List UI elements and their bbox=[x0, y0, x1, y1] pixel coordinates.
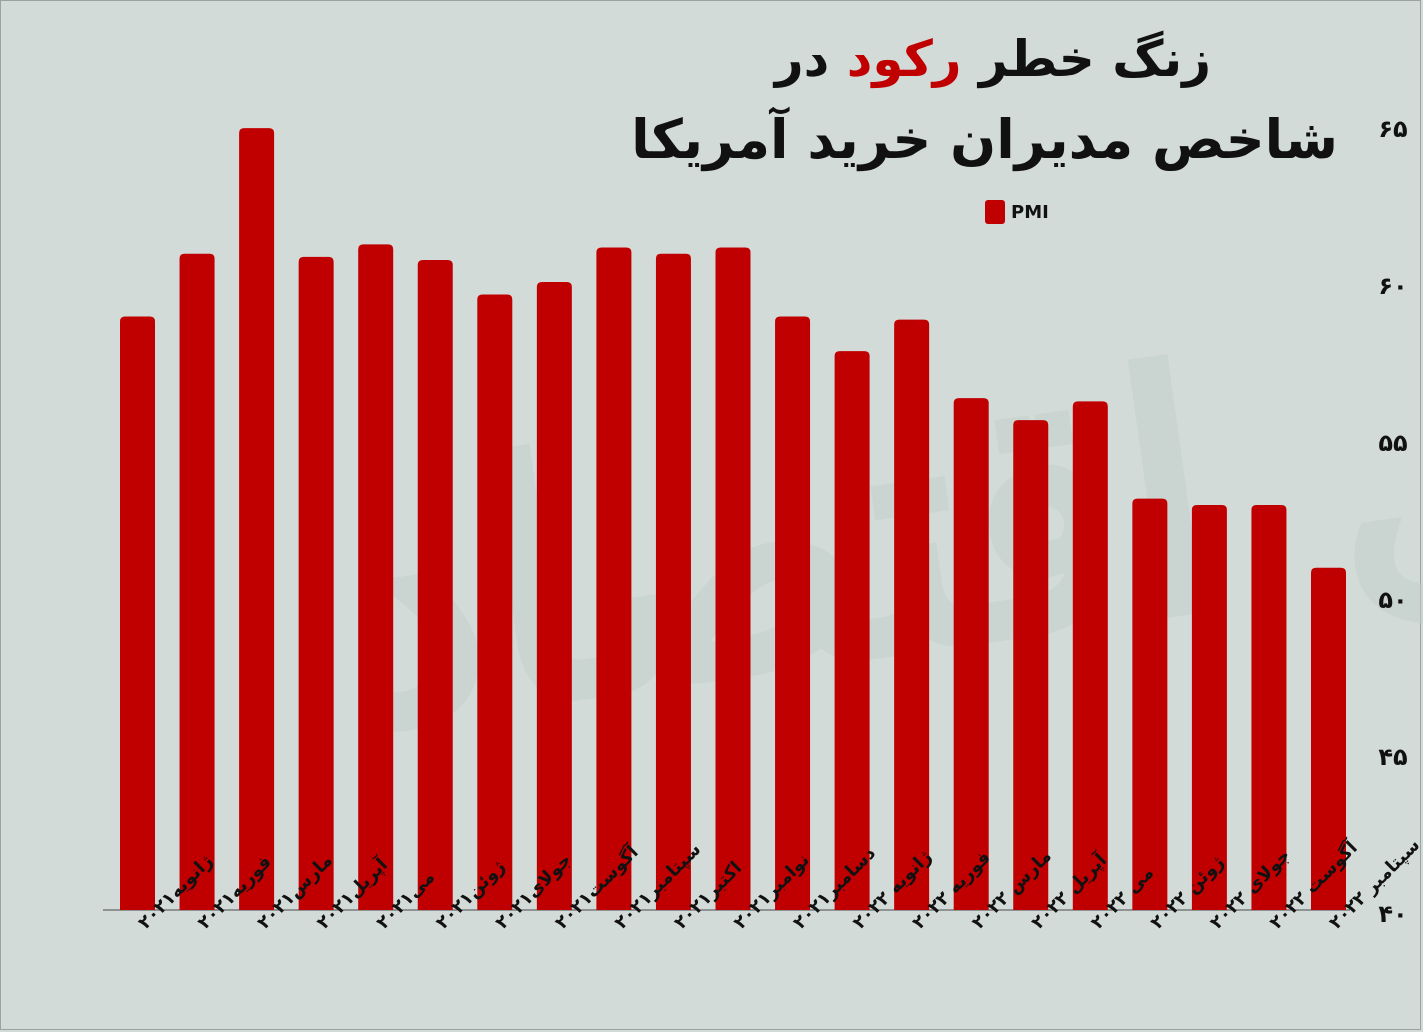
bar bbox=[1311, 567, 1346, 910]
bar bbox=[715, 247, 751, 910]
y-tick-label: ۵۰ bbox=[1378, 586, 1407, 614]
bar bbox=[1132, 498, 1168, 910]
bar bbox=[120, 316, 155, 910]
bar bbox=[536, 282, 572, 910]
y-tick-label: ۴۰ bbox=[1378, 900, 1407, 928]
title-accent-word: رکود bbox=[846, 30, 962, 88]
bar bbox=[834, 351, 870, 911]
y-tick-label: ۴۵ bbox=[1378, 743, 1407, 771]
chart-title-line2: شاخص مدیران خرید آمریکا bbox=[631, 108, 1338, 171]
bar bbox=[655, 253, 691, 911]
legend-swatch bbox=[985, 200, 1005, 224]
bar bbox=[358, 244, 394, 910]
bar bbox=[239, 128, 275, 910]
bar bbox=[1251, 504, 1287, 910]
y-tick-label: ۵۵ bbox=[1378, 429, 1407, 457]
bar bbox=[477, 294, 513, 910]
y-tick-label: ۶۰ bbox=[1378, 272, 1407, 300]
bar bbox=[894, 319, 930, 910]
title-text-after: در bbox=[774, 30, 847, 88]
bar bbox=[298, 256, 334, 910]
bar bbox=[1072, 401, 1108, 910]
y-tick-label: ۶۵ bbox=[1378, 115, 1407, 143]
bar bbox=[179, 253, 215, 911]
bar bbox=[1013, 420, 1049, 910]
chart-title-line1: زنگ خطر رکود در bbox=[775, 30, 1211, 88]
bar bbox=[775, 316, 811, 910]
legend: PMI bbox=[985, 200, 1049, 224]
bar bbox=[953, 398, 989, 910]
title-text-before: زنگ خطر bbox=[961, 30, 1211, 88]
legend-label: PMI bbox=[1011, 201, 1049, 223]
bar bbox=[417, 260, 453, 910]
bar bbox=[596, 247, 632, 910]
bar bbox=[1191, 504, 1227, 910]
